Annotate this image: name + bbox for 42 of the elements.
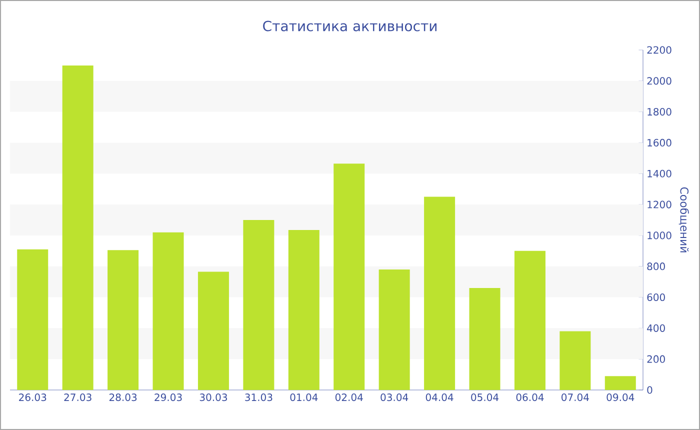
bar — [108, 250, 139, 390]
y-tick-label: 0 — [647, 386, 652, 394]
x-tick-label: 01.04 — [290, 394, 318, 402]
x-tick-label: 26.03 — [19, 394, 46, 402]
x-tick-label: 06.04 — [516, 394, 544, 402]
x-tick-label: 04.04 — [426, 394, 454, 402]
x-tick-label: 29.03 — [154, 394, 182, 402]
y-tick-label: 800 — [647, 262, 665, 270]
x-tick-label: 05.04 — [471, 394, 499, 402]
bar — [62, 65, 94, 390]
bar — [560, 331, 591, 390]
x-tick-label: 28.03 — [109, 394, 137, 402]
y-tick-label: 400 — [647, 324, 665, 332]
y-tick-label: 200 — [647, 355, 665, 363]
bar — [334, 164, 365, 390]
y-axis-title: Сообщений — [678, 187, 689, 252]
bar — [514, 250, 546, 390]
bar — [198, 272, 229, 390]
y-tick-label: 1400 — [648, 170, 672, 178]
x-tick-label: 27.03 — [64, 394, 92, 402]
y-tick-label: 1200 — [648, 200, 672, 208]
y-tick-label: 600 — [647, 293, 665, 302]
x-tick-label: 09.04 — [606, 394, 634, 402]
x-tick-label: 07.04 — [562, 394, 589, 402]
x-tick-label: 02.04 — [335, 394, 363, 402]
x-tick-label: 31.03 — [245, 394, 272, 402]
y-tick-label: 1600 — [648, 138, 672, 146]
bar — [17, 249, 48, 390]
y-tick-label: 1000 — [648, 232, 672, 240]
y-tick-label: 1800 — [648, 108, 672, 116]
x-tick-label: 30.03 — [200, 394, 227, 402]
bar — [152, 232, 184, 390]
chart-title: Статистика активности — [263, 20, 436, 32]
y-tick-label: 2000 — [647, 77, 672, 85]
bar — [378, 269, 410, 390]
bar — [469, 288, 500, 390]
bar — [288, 230, 320, 390]
bar — [243, 220, 274, 390]
y-tick-label: 2200 — [647, 46, 672, 54]
bar — [604, 376, 636, 390]
x-tick-label: 03.04 — [380, 394, 408, 402]
bar — [424, 196, 456, 390]
